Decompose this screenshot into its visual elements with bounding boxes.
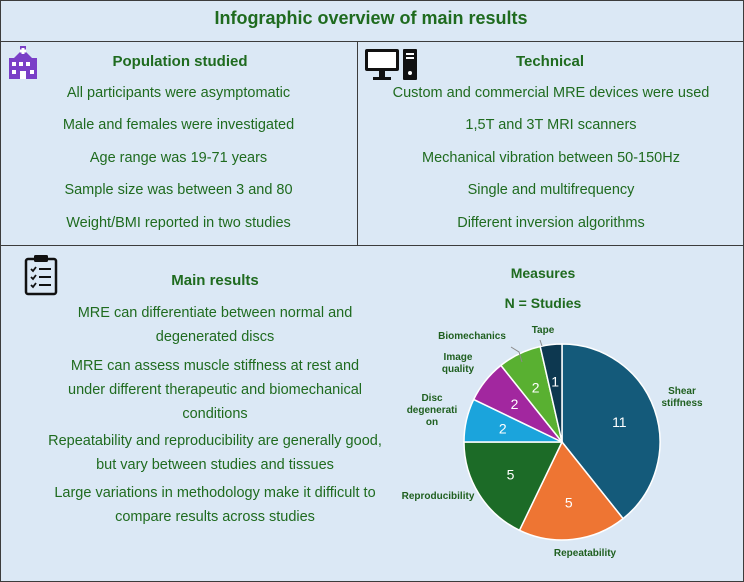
population-item-4: Sample size was between 3 and 80 xyxy=(64,182,293,198)
population-item-1: All participants were asymptomatic xyxy=(66,85,291,101)
divider-vertical xyxy=(357,41,358,246)
page-title: Infographic overview of main results xyxy=(214,8,528,28)
chart-subtitle: N = Studies xyxy=(504,295,582,311)
main-results-heading: Main results xyxy=(171,272,259,289)
clipboard-checklist-icon xyxy=(24,254,60,301)
population-item-5: Weight/BMI reported in two studies xyxy=(66,215,291,231)
technical-item-2: 1,5T and 3T MRI scanners xyxy=(465,117,637,133)
technical-item-1: Custom and commercial MRE devices were u… xyxy=(392,85,710,101)
population-item-2: Male and females were investigated xyxy=(62,117,295,133)
hospital-icon xyxy=(8,46,38,85)
main-results-item-1: MRE can differentiate between normal and… xyxy=(77,305,353,345)
technical-heading: Technical xyxy=(515,53,585,70)
divider-top xyxy=(0,41,744,42)
chart-title: Measures xyxy=(510,265,576,281)
technical-item-4: Single and multifrequency xyxy=(467,182,635,198)
population-item-3: Age range was 19-71 years xyxy=(89,150,268,166)
main-results-item-2: MRE can assess muscle stiffness at rest … xyxy=(68,358,362,422)
technical-item-5: Different inversion algorithms xyxy=(457,215,645,231)
technical-item-3: Mechanical vibration between 50-150Hz xyxy=(422,150,680,166)
divider-middle xyxy=(0,245,744,246)
main-results-item-3: Repeatability and reproducibility are ge… xyxy=(48,433,382,473)
main-results-item-4: Large variations in methodology make it … xyxy=(54,485,376,525)
population-heading: Population studied xyxy=(112,53,248,70)
computer-icon xyxy=(364,48,420,87)
